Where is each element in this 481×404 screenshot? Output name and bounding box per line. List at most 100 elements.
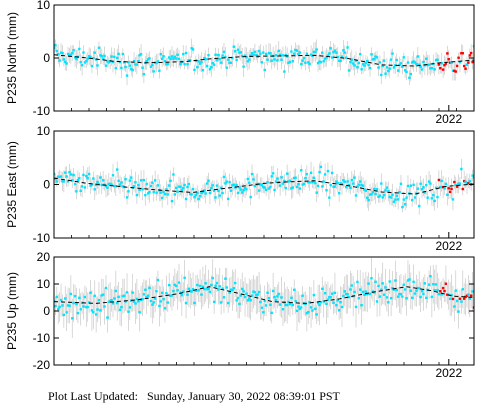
data-point [131,291,134,294]
data-point [377,284,380,288]
data-point [401,65,404,68]
data-point [455,299,459,303]
data-point [201,69,205,72]
data-point [440,293,443,296]
data-point [419,182,422,185]
data-point [290,187,293,190]
data-point [336,55,339,59]
data-point [336,182,339,185]
data-point [394,279,397,282]
data-point [201,190,205,193]
data-point [361,184,365,187]
data-point [453,305,456,308]
data-point [301,183,304,186]
data-point [172,57,175,60]
data-point [183,183,186,187]
data-point [305,52,309,55]
data-point [221,287,224,290]
data-point [293,52,296,55]
y-tick-label: 20 [37,250,51,264]
data-point [465,182,469,185]
rapid-data-point [464,295,467,299]
data-point [90,183,94,186]
data-point [183,276,186,280]
data-point [72,49,75,52]
data-point [94,183,98,187]
data-point [235,183,238,187]
y-axis-label: P235 North (mm) [5,12,19,104]
data-point [149,299,153,303]
data-point [241,54,244,58]
data-point [427,283,431,286]
data-point [416,55,420,58]
data-point [80,185,84,188]
data-point [451,69,455,72]
data-point [100,183,103,187]
y-tick-label: -10 [33,231,51,245]
data-point [128,306,132,309]
data-point [264,304,268,307]
data-point [270,59,273,62]
data-point [321,287,324,291]
data-point [186,63,189,66]
data-point [78,47,81,51]
data-point [359,180,362,183]
data-point [160,291,164,295]
data-point [335,180,338,183]
data-point [153,179,157,182]
data-point [300,306,303,309]
data-point [297,183,300,186]
data-point [189,59,192,62]
data-point [439,185,442,189]
data-point [232,183,235,186]
data-point [371,290,375,293]
data-point [458,60,462,64]
data-point [123,61,126,64]
data-point [409,184,412,187]
data-point [363,64,366,67]
data-point [312,176,316,179]
data-point [96,308,99,311]
data-point [222,50,226,54]
rapid-data-point [461,52,464,55]
data-point [204,282,207,285]
data-point [465,63,469,66]
data-point [175,284,178,288]
data-point [54,304,57,308]
data-point [72,173,75,177]
data-point [402,56,405,59]
data-point [412,183,415,187]
data-point [262,51,265,54]
data-point [350,284,353,287]
data-point [57,307,60,311]
data-point [175,57,178,60]
data-point [94,313,98,316]
rapid-data-point [471,60,474,64]
data-point [155,61,158,65]
data-point [200,60,203,64]
data-point [396,198,400,201]
data-point [323,173,327,176]
rapid-data-point [460,52,463,55]
rapid-data-point [437,63,441,66]
data-point [366,196,369,199]
x-year-label: 2022 [435,239,462,253]
data-point [121,52,125,56]
data-point [361,290,365,294]
data-point [250,172,254,176]
data-point [124,300,127,303]
data-point [169,179,172,183]
data-points [54,165,474,209]
data-point [86,177,89,180]
data-point [203,189,206,192]
data-point [287,300,290,304]
data-point [406,61,410,64]
data-point [399,182,403,186]
data-point [165,188,168,191]
data-point [315,48,318,51]
data-point [151,181,154,184]
data-point [295,185,299,189]
data-point [429,182,432,185]
data-point [398,191,401,194]
data-point [250,294,254,297]
